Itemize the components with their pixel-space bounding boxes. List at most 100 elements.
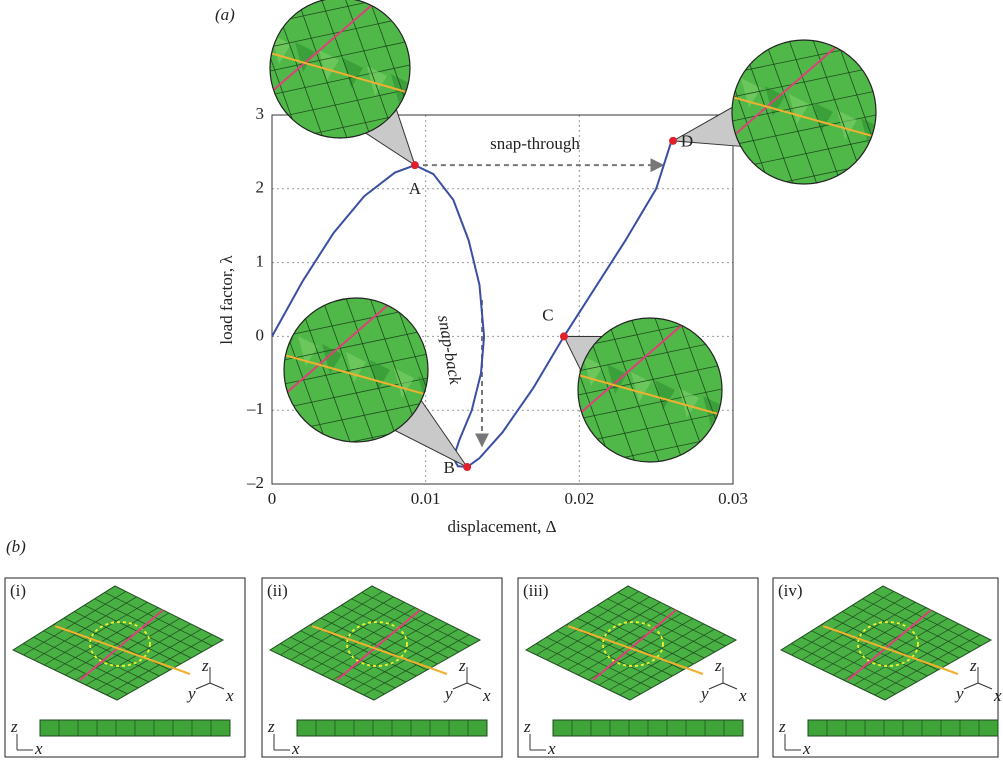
orange-line: [578, 374, 722, 416]
axis-letter: z: [201, 656, 209, 675]
facet-edge: [284, 298, 327, 442]
facet-edge: [104, 592, 213, 647]
pink-line: [270, 0, 381, 94]
facet-edge: [270, 40, 410, 72]
axis-letter: x: [993, 686, 1002, 705]
inset: [645, 40, 929, 217]
facet-edge: [270, 0, 410, 24]
point: [559, 332, 568, 341]
axis-arrow: [209, 682, 225, 690]
facet: [442, 384, 462, 414]
orange-line: [54, 625, 191, 675]
axis-letter: y: [699, 684, 709, 703]
facet: [631, 372, 651, 402]
facet-edge: [511, 318, 563, 462]
facet-edge: [630, 318, 684, 462]
facet-edge: [732, 40, 770, 184]
axis-letter: x: [34, 739, 43, 758]
axis-letter: y: [954, 684, 964, 703]
axis-letter: y: [186, 684, 196, 703]
plot-frame: [271, 114, 734, 485]
orange-line: [311, 625, 448, 675]
facet-edge: [578, 269, 722, 299]
facet-edge: [788, 40, 842, 184]
annotation: snap-through: [490, 134, 580, 153]
inset-border: [577, 317, 723, 463]
y-tick-label: 0: [256, 325, 265, 344]
facet-edge: [617, 592, 726, 647]
facet: [247, 26, 267, 56]
y-tick-label: 3: [256, 104, 265, 123]
facet-edge: [732, 187, 876, 217]
facet-edge: [64, 612, 170, 676]
panel-label: (b): [6, 537, 26, 556]
facet: [271, 34, 291, 64]
facet: [655, 380, 675, 410]
point: [463, 463, 472, 472]
facet-edge: [321, 298, 375, 442]
inset: [247, 0, 435, 138]
facet: [885, 126, 905, 156]
facet: [607, 364, 627, 394]
axis-arrow: [466, 682, 482, 690]
point-label: D: [681, 132, 693, 151]
facet: [415, 82, 435, 112]
yellow-circle: [602, 621, 664, 667]
facet: [298, 336, 318, 366]
orange-line: [284, 354, 428, 396]
inset: [511, 269, 771, 462]
axis-letter: x: [225, 686, 234, 705]
axis-letter: x: [547, 739, 556, 758]
facet: [727, 404, 747, 434]
facet: [343, 58, 363, 88]
annotation: snap-back: [434, 314, 465, 387]
x-tick-label: 0.01: [411, 489, 441, 508]
axis-arrow: [963, 682, 979, 690]
facet-edge: [363, 634, 470, 696]
facet-edge: [342, 623, 448, 686]
facet: [837, 110, 857, 140]
facet: [370, 360, 390, 390]
yellow-circle: [857, 621, 919, 667]
inset-border: [283, 297, 429, 443]
facet: [909, 134, 929, 164]
facet-edge: [587, 611, 694, 665]
facet: [751, 412, 771, 442]
facet-edge: [284, 329, 428, 361]
facet-edge: [320, 0, 372, 138]
axis-letter: x: [802, 739, 811, 758]
y-tick-label: 2: [256, 178, 265, 197]
pink-line: [847, 609, 932, 681]
facet-edge: [578, 436, 722, 462]
facet: [391, 74, 410, 104]
facet-edge: [331, 611, 438, 665]
inset-bg: [270, 0, 410, 138]
facet-edge: [853, 623, 959, 686]
y-tick-label: –1: [246, 399, 264, 418]
axis-arrow: [195, 682, 211, 690]
inset-border: [269, 0, 411, 139]
inset-border: [731, 39, 877, 185]
x-tick-label: 0.02: [564, 489, 594, 508]
axis-arrow: [452, 682, 468, 690]
facet-edge: [874, 634, 981, 696]
facet-edge: [270, 64, 410, 96]
facet-edge: [872, 592, 981, 647]
orange-line: [567, 625, 704, 675]
panel-box: [261, 577, 503, 758]
facet-edge: [578, 388, 722, 420]
pink-line: [336, 609, 421, 681]
axis-arrow: [977, 682, 993, 690]
x-tick-label: 0: [268, 489, 277, 508]
facet-edge: [836, 40, 876, 184]
facet-edge: [645, 40, 697, 184]
facet-edge: [368, 0, 410, 138]
orange-line: [822, 625, 959, 675]
facet: [346, 352, 366, 382]
x-axis-label: displacement, Δ: [447, 517, 556, 536]
orange-line: [270, 52, 410, 94]
facet-edge: [393, 298, 428, 442]
axis-letter: z: [267, 717, 275, 736]
axis-letter: z: [778, 717, 786, 736]
y-axis-label: load factor, λ: [217, 255, 236, 345]
